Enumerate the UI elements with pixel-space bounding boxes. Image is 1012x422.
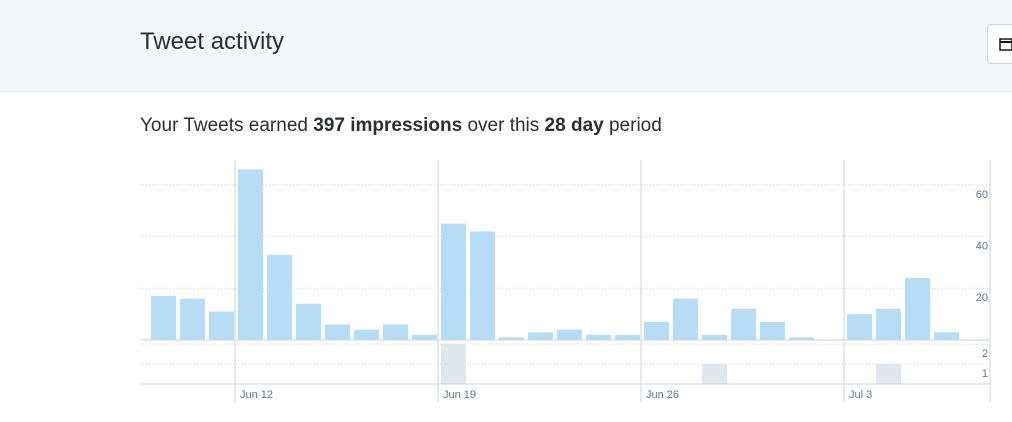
summary-impressions: 397 impressions <box>313 115 463 136</box>
bar <box>760 321 785 340</box>
bar <box>296 303 321 340</box>
bar <box>847 314 872 340</box>
bar <box>731 308 756 340</box>
bar <box>383 324 408 340</box>
bar <box>470 231 495 340</box>
bar <box>354 329 379 340</box>
bar <box>876 364 901 384</box>
bar <box>325 324 350 340</box>
summary: Your Tweets earned 397 impressions over … <box>140 115 662 137</box>
x-tick-label: Jul 3 <box>849 389 872 401</box>
bar <box>644 321 669 340</box>
bar <box>441 223 466 340</box>
calendar-icon <box>999 38 1012 51</box>
bar <box>673 298 698 340</box>
x-tick-label: Jun 26 <box>646 389 679 401</box>
y-tick-label: 20 <box>976 292 988 304</box>
bar <box>557 329 582 340</box>
summary-period: 28 day <box>544 115 604 136</box>
bar <box>151 296 176 340</box>
bar <box>441 344 466 384</box>
y-tick-label: 2 <box>982 348 988 360</box>
bar <box>238 169 263 340</box>
bar <box>180 298 205 340</box>
x-tick-label: Jun 12 <box>240 389 273 401</box>
bar <box>615 334 640 340</box>
bar <box>934 332 959 340</box>
bar <box>586 334 611 340</box>
bar <box>876 308 901 340</box>
bar <box>209 311 234 340</box>
bar <box>789 337 814 340</box>
summary-text: Your Tweets earned <box>140 115 314 136</box>
y-tick-label: 1 <box>982 368 988 380</box>
bar <box>412 334 437 340</box>
bar <box>702 334 727 340</box>
bar <box>905 277 930 340</box>
summary-text: over this <box>462 115 545 136</box>
x-tick-label: Jun 19 <box>443 389 476 401</box>
bar <box>499 337 524 340</box>
bar <box>528 332 553 340</box>
bar <box>702 364 727 384</box>
date-picker-button[interactable] <box>987 24 1012 64</box>
y-tick-label: 60 <box>976 189 988 201</box>
page-title: Tweet activity <box>140 28 285 55</box>
header: Tweet activity <box>0 0 1012 92</box>
bar <box>267 254 292 340</box>
summary-text: period <box>603 115 662 136</box>
y-tick-label: 40 <box>976 240 988 252</box>
